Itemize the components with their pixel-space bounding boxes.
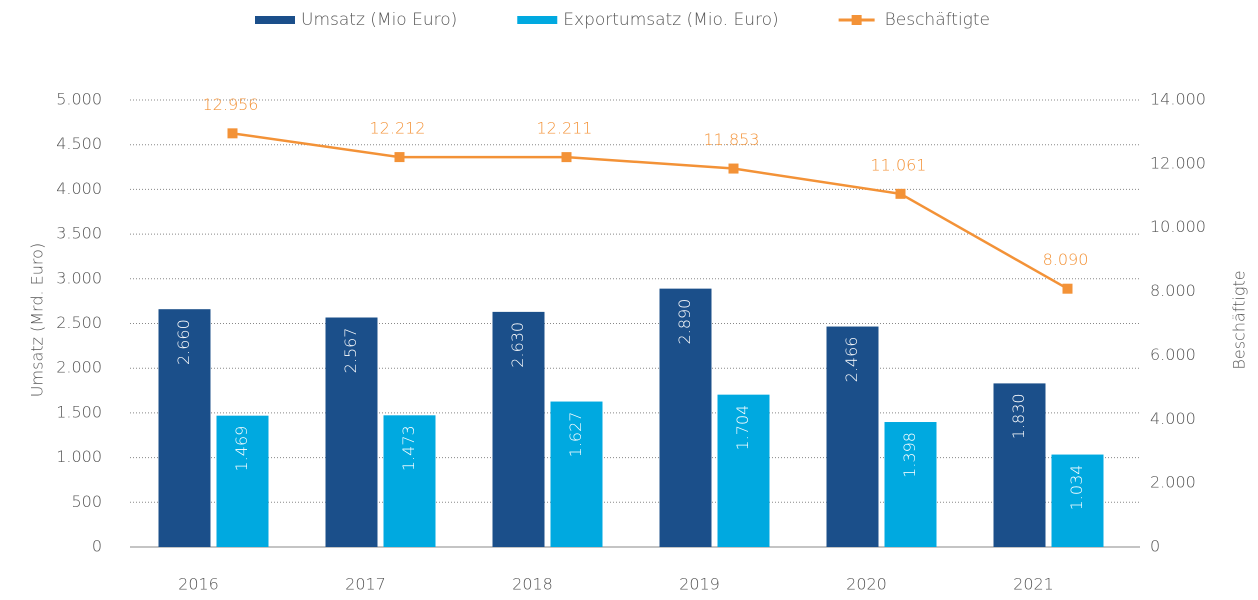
- y2-tick-label: 12.000: [1150, 153, 1206, 172]
- line-marker: [394, 152, 405, 163]
- y-tick-label: 1.500: [56, 402, 102, 421]
- bar-value-label: 1.469: [232, 426, 251, 472]
- y-tick-label: 500: [71, 492, 102, 511]
- y-tick-label: 1.000: [56, 447, 102, 466]
- x-tick-label: 2017: [345, 575, 386, 594]
- bar-value-label: 1.398: [900, 432, 919, 478]
- legend-swatch: [255, 16, 295, 24]
- legend-label: Beschäftigte: [885, 10, 990, 30]
- y2-tick-label: 0: [1150, 537, 1160, 556]
- y2-tick-label: 14.000: [1150, 90, 1206, 109]
- bar: [826, 326, 879, 547]
- line-value-label: 11.853: [704, 130, 760, 149]
- line-value-label: 12.211: [537, 119, 593, 138]
- bar-value-label: 2.466: [842, 337, 861, 383]
- legend-swatch: [517, 16, 558, 24]
- line-value-label: 11.061: [871, 155, 927, 174]
- y-tick-label: 2.500: [56, 313, 102, 332]
- line-marker: [728, 163, 739, 174]
- bar: [383, 415, 436, 547]
- bar: [550, 401, 603, 547]
- bar-value-label: 2.660: [174, 319, 193, 365]
- y-tick-label: 3.000: [56, 268, 102, 287]
- y2-tick-label: 6.000: [1150, 345, 1196, 364]
- y-tick-label: 3.500: [56, 224, 102, 243]
- line: [232, 132, 1069, 290]
- y-tick-label: 0: [92, 537, 102, 556]
- x-tick-label: 2021: [1013, 575, 1054, 594]
- bar-value-label: 1.704: [733, 405, 752, 451]
- bar-value-label: 1.830: [1009, 393, 1028, 439]
- y-tick-label: 4.000: [56, 179, 102, 198]
- line-value-label: 12.956: [203, 95, 259, 114]
- bar: [993, 383, 1046, 547]
- legend-label: Exportumsatz (Mio. Euro): [563, 10, 778, 30]
- bar-value-label: 2.890: [675, 299, 694, 345]
- legend-swatch: [851, 15, 862, 25]
- legend-label: Umsatz (Mio Euro): [301, 10, 457, 30]
- bar-value-label: 2.630: [508, 322, 527, 368]
- x-tick-label: 2019: [679, 575, 720, 594]
- line-marker: [895, 188, 906, 199]
- y2-tick-label: 4.000: [1150, 409, 1196, 428]
- bar-value-label: 1.034: [1067, 465, 1086, 511]
- bar-value-label: 1.473: [399, 425, 418, 471]
- bar-value-label: 1.627: [566, 412, 585, 458]
- y2-tick-label: 2.000: [1150, 473, 1196, 492]
- bar: [884, 422, 937, 547]
- line-value-label: 12.212: [370, 119, 426, 138]
- bar-value-label: 2.567: [341, 328, 360, 374]
- bar: [492, 311, 545, 547]
- bar: [325, 317, 378, 547]
- line-marker: [1062, 283, 1073, 294]
- y2-tick-label: 10.000: [1150, 217, 1206, 236]
- y-tick-label: 5.000: [56, 90, 102, 109]
- bar: [216, 415, 269, 547]
- y-axis-title: Umsatz (Mrd. Euro): [28, 243, 47, 397]
- bar: [717, 394, 770, 547]
- y-tick-label: 4.500: [56, 134, 102, 153]
- bar: [659, 288, 712, 547]
- bar: [1051, 454, 1104, 547]
- y2-axis-title: Beschäftigte: [1230, 270, 1249, 369]
- line-marker: [561, 152, 572, 163]
- line-marker: [227, 128, 238, 139]
- x-tick-label: 2018: [512, 575, 553, 594]
- y-tick-label: 2.000: [56, 358, 102, 377]
- bar: [158, 309, 211, 547]
- x-tick-label: 2016: [178, 575, 219, 594]
- line-value-label: 8.090: [1043, 250, 1089, 269]
- x-tick-label: 2020: [846, 575, 887, 594]
- y2-tick-label: 8.000: [1150, 281, 1196, 300]
